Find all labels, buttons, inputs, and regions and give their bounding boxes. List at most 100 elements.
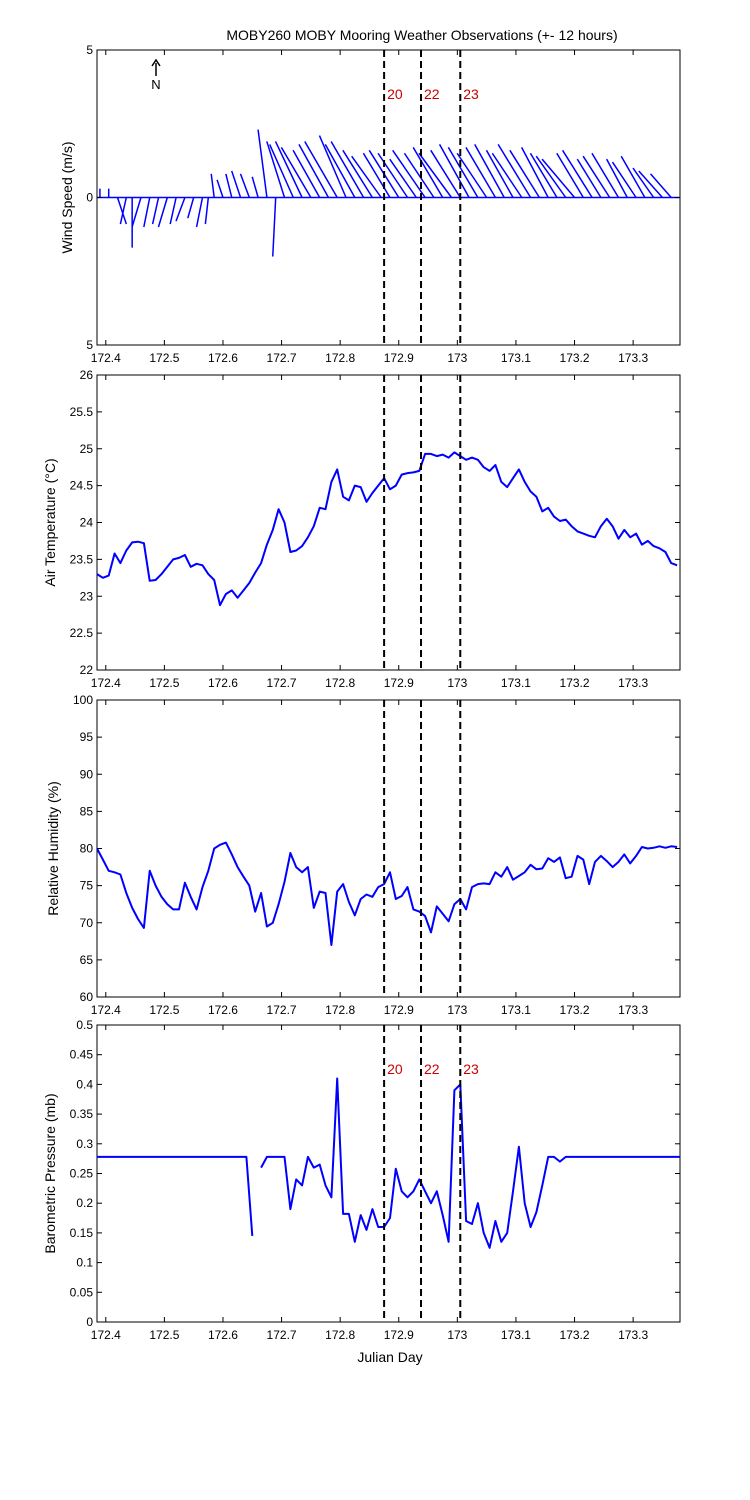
north-arrow-icon: N (151, 58, 161, 92)
x-tick-label: 173.3 (618, 351, 648, 365)
y-tick-label: 0.4 (76, 1077, 93, 1091)
wind-vector (418, 152, 453, 198)
x-tick-label: 172.7 (267, 1328, 297, 1342)
x-tick-label: 172.5 (149, 351, 179, 365)
y-tick-label: 0.5 (76, 1018, 93, 1032)
wind-vector (465, 146, 497, 198)
wind-vector (204, 197, 210, 225)
y-tick-label: 80 (80, 842, 94, 856)
wind-vector (535, 155, 567, 198)
y-tick-label: 0.05 (70, 1285, 94, 1299)
x-tick-label: 173.1 (501, 1328, 531, 1342)
data-series-line (96, 841, 678, 946)
wind-vector (169, 197, 177, 225)
y-tick-label: 25 (80, 442, 94, 456)
y-tick-label: 75 (80, 879, 94, 893)
wind-vector (269, 144, 294, 198)
y-tick-label: 0 (86, 191, 93, 205)
marker-label: 22 (424, 1061, 440, 1077)
x-tick-label: 172.5 (149, 1003, 179, 1017)
marker-label: 20 (387, 1061, 403, 1077)
x-tick-label: 173.2 (560, 1003, 590, 1017)
y-tick-label: 0.2 (76, 1196, 93, 1210)
wind-vector (403, 152, 435, 198)
wind-vector (520, 146, 549, 198)
wind-vector (304, 141, 338, 198)
x-tick-label: 173 (447, 1328, 467, 1342)
wind-vector (266, 141, 286, 198)
y-tick-label: 0.3 (76, 1137, 93, 1151)
x-tick-label: 172.9 (384, 676, 414, 690)
wind-vector (430, 149, 461, 198)
y-tick-label: 95 (80, 730, 94, 744)
x-tick-label: 172.8 (325, 676, 355, 690)
x-tick-label: 173 (447, 1003, 467, 1017)
data-series-line (260, 1077, 680, 1249)
x-tick-label: 172.8 (325, 1328, 355, 1342)
y-tick-label: 24 (80, 516, 94, 530)
wind-vector (210, 173, 215, 198)
wind-vector (351, 155, 382, 198)
wind-vector (239, 173, 251, 198)
wind-vector (456, 152, 488, 198)
x-tick-label: 172.4 (91, 676, 121, 690)
wind-vector (611, 161, 637, 198)
y-tick-label: 85 (80, 804, 94, 818)
wind-vector (561, 149, 593, 198)
wind-vector (324, 144, 356, 198)
wind-vector (438, 144, 470, 198)
wind-vector (509, 149, 541, 198)
relative-humidity-panel: 60 65 70 75 80 85 90 95 100 172.4 172.5 172.6 172.7… (45, 693, 681, 1017)
wind-vector (491, 152, 523, 198)
x-tick-label: 173 (447, 351, 467, 365)
wind-vector (497, 144, 532, 198)
x-tick-label: 172.8 (325, 1003, 355, 1017)
y-tick-label: 70 (80, 916, 94, 930)
wind-vector (392, 149, 426, 198)
wind-vector (151, 197, 160, 225)
y-tick-label: 0 (86, 1315, 93, 1329)
x-tick-label: 173.3 (618, 1328, 648, 1342)
x-tick-label: 172.4 (91, 351, 121, 365)
wind-vector (131, 197, 142, 228)
wind-speed-panel: N 5 0 5 172.4 172.5 172.6 172.7 172.8 172.9 173 1… (59, 43, 681, 365)
wind-vector (591, 152, 620, 198)
wind-vector (116, 197, 128, 225)
y-tick-label: 22.5 (70, 626, 94, 640)
figure-title: MOBY260 MOBY Mooring Weather Observation… (226, 27, 617, 43)
wind-vector (195, 197, 204, 228)
wind-vector (649, 173, 672, 198)
wind-vector (529, 152, 558, 198)
marker-label: 22 (424, 86, 440, 102)
y-tick-label: 5 (86, 338, 93, 352)
x-tick-label: 172.6 (208, 1003, 238, 1017)
wind-vector (119, 197, 128, 225)
wind-vector (157, 197, 169, 228)
y-tick-label: 25.5 (70, 405, 94, 419)
x-tick-label: 172.9 (384, 1328, 414, 1342)
marker-label: 23 (463, 1061, 479, 1077)
x-tick-label: 173.2 (560, 351, 590, 365)
y-tick-label: 0.1 (76, 1256, 93, 1270)
x-tick-label: 172.8 (325, 351, 355, 365)
marker-label: 20 (387, 86, 403, 102)
data-series-line (96, 451, 678, 607)
wind-vector (605, 158, 628, 198)
air-temperature-axes-box (96, 374, 681, 671)
wind-vector (638, 170, 663, 198)
wind-vector (556, 152, 584, 198)
y-tick-label: 5 (86, 43, 93, 57)
barometric-pressure-axes-box (96, 1024, 681, 1323)
wind-vector (143, 197, 151, 228)
x-tick-label: 173.3 (618, 676, 648, 690)
y-tick-label: 90 (80, 767, 94, 781)
wind-vector (330, 141, 365, 198)
wind-vector (582, 155, 611, 198)
y-tick-label: 65 (80, 953, 94, 967)
x-tick-label: 172.7 (267, 1003, 297, 1017)
wind-vector (485, 149, 514, 198)
y-tick-label: 23 (80, 589, 94, 603)
y-tick-label: 60 (80, 990, 94, 1004)
wind-vector (272, 197, 277, 257)
